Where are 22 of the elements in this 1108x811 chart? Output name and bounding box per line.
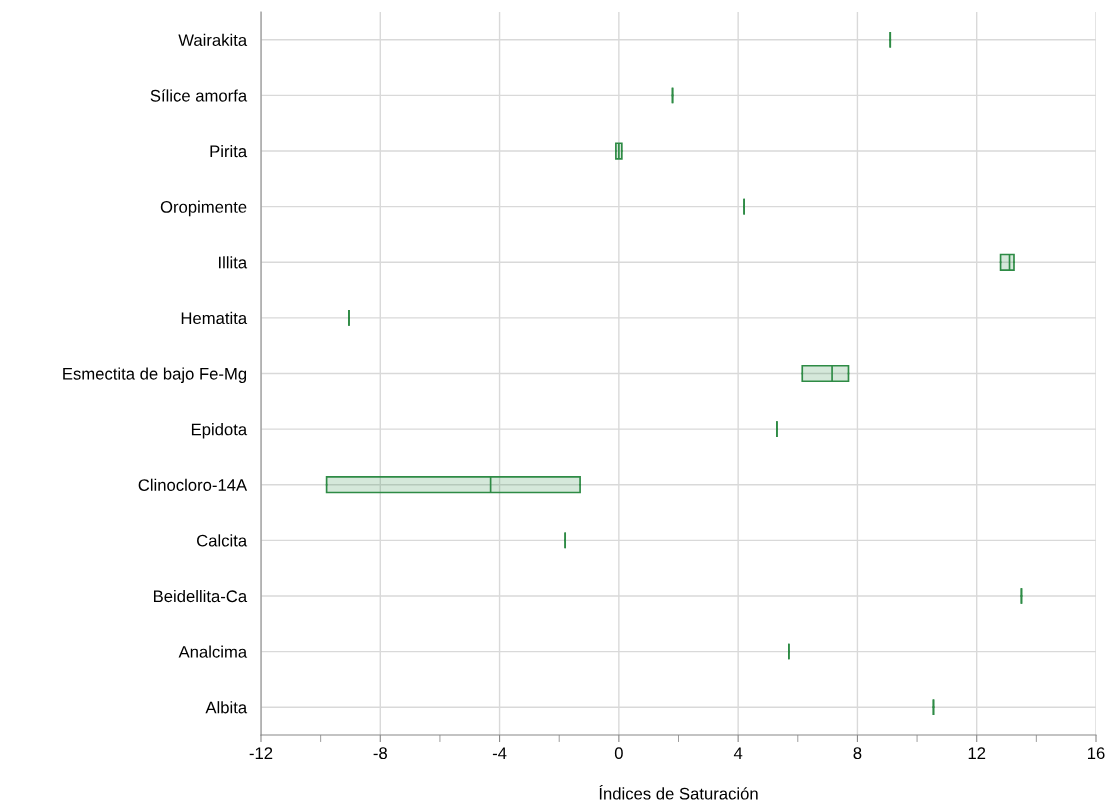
y-tick-label: Esmectita de bajo Fe-Mg bbox=[63, 367, 247, 383]
y-tick-label: Pirita bbox=[210, 145, 248, 158]
y-tick-label: Calcita bbox=[197, 534, 248, 547]
y-tick-label: Oropimente bbox=[160, 200, 247, 217]
y-tick-label: Wairakita bbox=[178, 33, 248, 47]
y-tick-label: Beidellita-Ca bbox=[153, 589, 248, 603]
x-tick-label: 16 bbox=[1088, 747, 1105, 760]
y-tick-label: Albita bbox=[205, 701, 248, 714]
y-tick-label: Clinocloro-14A bbox=[138, 478, 248, 491]
x-tick-label: 4 bbox=[733, 747, 743, 759]
y-tick-label: Epidota bbox=[191, 423, 248, 439]
y-tick-label: Hematita bbox=[181, 311, 248, 325]
y-tick-label: Illita bbox=[219, 256, 248, 269]
y-tick-label: Sílice amorfa bbox=[150, 89, 248, 102]
x-tick-label: -4 bbox=[492, 747, 507, 759]
y-tick-label: Analcima bbox=[178, 645, 248, 658]
x-tick-label: -8 bbox=[373, 747, 387, 760]
x-tick-label: 8 bbox=[853, 747, 862, 760]
x-tick-label: 0 bbox=[614, 747, 623, 760]
x-axis-title: Índices de Saturación bbox=[599, 784, 758, 800]
x-tick-label: 12 bbox=[968, 747, 986, 759]
x-tick-label: -12 bbox=[249, 747, 273, 759]
